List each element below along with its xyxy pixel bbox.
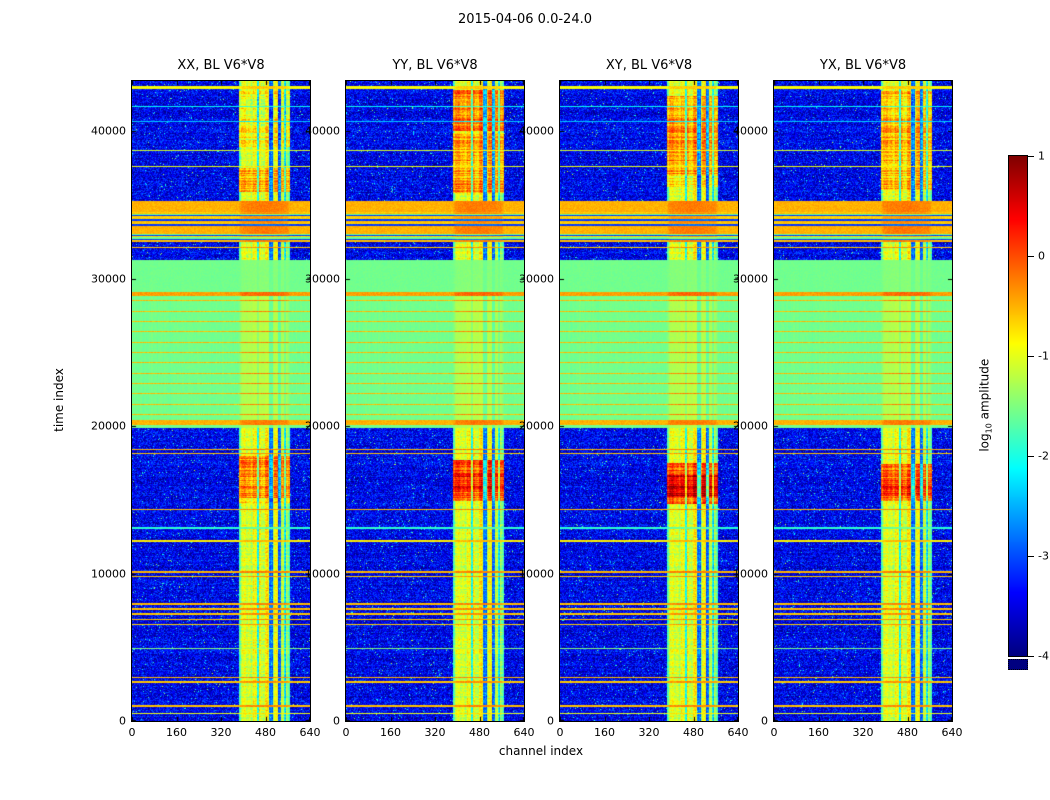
- x-tick-label: 160: [808, 726, 829, 739]
- panel-title-xy: XY, BL V6*V8: [605, 58, 693, 73]
- x-tick-label: 640: [727, 726, 749, 739]
- colorbar-tick-mark: [1028, 256, 1034, 257]
- x-tick-label: 160: [166, 726, 187, 739]
- x-tick-label: 480: [255, 726, 276, 739]
- y-tick-label: 0: [119, 714, 126, 728]
- x-tick-label: 160: [594, 726, 615, 739]
- x-tick-label: 480: [469, 726, 490, 739]
- colorbar-extend-box: [1008, 659, 1028, 670]
- colorbar: [1008, 155, 1028, 657]
- heatmap-canvas-xy: [560, 81, 738, 721]
- y-tick-label: 30000: [733, 272, 768, 286]
- y-tick-label: 10000: [733, 567, 768, 581]
- x-tick-label: 640: [941, 726, 963, 739]
- y-axis-label: time index: [46, 80, 72, 720]
- y-tick-label: 10000: [91, 567, 126, 581]
- y-tick-label: 20000: [91, 419, 126, 433]
- y-tick-label: 30000: [305, 272, 340, 286]
- x-tick-label: 640: [513, 726, 535, 739]
- colorbar-tick-label: 1: [1038, 149, 1045, 163]
- panel-title-xx: XX, BL V6*V8: [177, 58, 265, 73]
- x-tick-label: 0: [556, 726, 564, 739]
- colorbar-label-prefix: log: [976, 433, 991, 452]
- y-tick-label: 30000: [519, 272, 554, 286]
- panel-title-yx: YX, BL V6*V8: [819, 58, 907, 73]
- y-tick-label: 0: [333, 714, 340, 728]
- figure-title: 2015-04-06 0.0-24.0: [458, 12, 592, 27]
- panel-title-yy: YY, BL V6*V8: [392, 58, 478, 73]
- colorbar-tick-mark: [1028, 556, 1034, 557]
- colorbar-tick-mark: [1028, 156, 1034, 157]
- x-tick-label: 0: [770, 726, 778, 739]
- colorbar-tick-mark: [1028, 356, 1034, 357]
- y-tick-label: 20000: [519, 419, 554, 433]
- colorbar-tick-label: -2: [1038, 449, 1049, 463]
- x-axis-label: channel index: [498, 744, 584, 758]
- colorbar-tick-label: -3: [1038, 549, 1049, 563]
- colorbar-label-sub: 10: [984, 422, 994, 434]
- heatmap-canvas-yy: [346, 81, 524, 721]
- y-tick-label: 10000: [305, 567, 340, 581]
- y-tick-label: 20000: [305, 419, 340, 433]
- x-tick-label: 0: [128, 726, 136, 739]
- y-tick-label: 0: [761, 714, 768, 728]
- y-tick-label: 0: [547, 714, 554, 728]
- y-tick-label: 30000: [91, 272, 126, 286]
- colorbar-tick-label: -1: [1038, 349, 1049, 363]
- x-tick-label: 320: [638, 726, 660, 739]
- x-tick-label: 320: [210, 726, 232, 739]
- colorbar-tick-mark: [1028, 456, 1034, 457]
- y-tick-label: 10000: [519, 567, 554, 581]
- colorbar-tick-mark: [1028, 656, 1034, 657]
- x-tick-label: 320: [424, 726, 446, 739]
- heatmap-panel-xx: XX, BL V6*V8 0 160 320 480 640 0 10000 20000 300…: [91, 58, 321, 739]
- x-tick-label: 160: [380, 726, 401, 739]
- colorbar-canvas: [1009, 156, 1027, 656]
- heatmap-canvas-xx: [132, 81, 310, 721]
- heatmap-panel-yx: YX, BL V6*V8 0 160 320 480 640 0 10000 20000 300…: [733, 58, 963, 739]
- heatmap-canvas-yx: [774, 81, 952, 721]
- y-tick-label: 40000: [91, 124, 126, 138]
- colorbar-label-text: log10 amplitude: [977, 359, 993, 452]
- x-tick-label: 640: [299, 726, 321, 739]
- colorbar-tick-label: 0: [1038, 249, 1045, 263]
- y-tick-label: 40000: [305, 124, 340, 138]
- colorbar-label-suffix: amplitude: [976, 358, 991, 423]
- heatmap-panel-xy: XY, BL V6*V8 0 160 320 480 640 0 10000 20000 300…: [519, 58, 749, 739]
- colorbar-label: log10 amplitude: [966, 155, 1004, 655]
- colorbar-tick-label: -4: [1038, 649, 1049, 663]
- y-axis-label-text: time index: [52, 368, 67, 432]
- y-tick-label: 40000: [733, 124, 768, 138]
- x-tick-label: 0: [342, 726, 350, 739]
- x-tick-label: 480: [897, 726, 918, 739]
- x-tick-label: 480: [683, 726, 704, 739]
- y-tick-label: 40000: [519, 124, 554, 138]
- x-tick-label: 320: [852, 726, 874, 739]
- heatmap-panel-yy: YY, BL V6*V8 0 160 320 480 640 0 10000 20000 300…: [305, 58, 535, 739]
- y-tick-label: 20000: [733, 419, 768, 433]
